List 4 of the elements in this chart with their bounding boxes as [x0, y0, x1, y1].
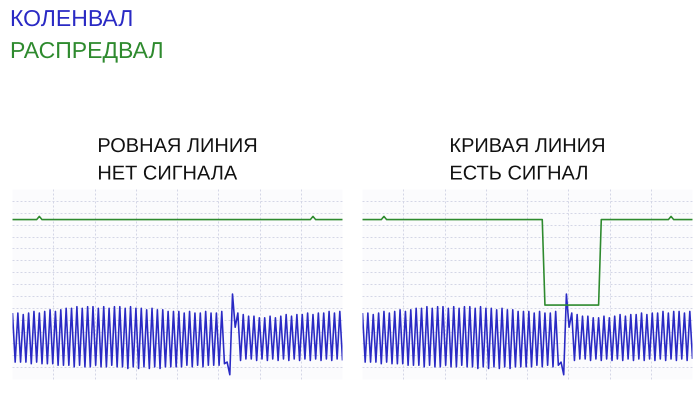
chart-title: КРИВАЯ ЛИНИЯ ЕСТЬ СИГНАЛ [449, 135, 606, 184]
chart-title: РОВНАЯ ЛИНИЯ НЕТ СИГНАЛА [97, 135, 258, 184]
text: РАСПРЕДВАЛ [10, 36, 164, 65]
text: КОЛЕНВАЛ [10, 4, 134, 33]
